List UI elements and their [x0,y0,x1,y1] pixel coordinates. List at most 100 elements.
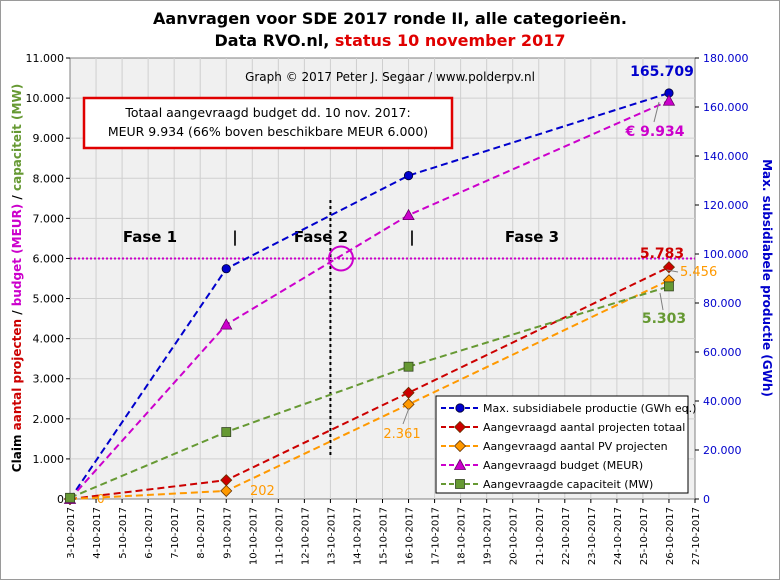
x-tick-label: 22-10-2017 [561,507,572,565]
legend-item: Max. subsidiabele productie (GWh eq.) [441,402,696,415]
x-tick-label: 9-10-2017 [222,507,233,559]
data-annotation: 0 [97,492,105,506]
left-tick-label: 9.000 [33,132,65,145]
legend-marker [453,439,467,453]
x-tick-label: 7-10-2017 [170,507,181,559]
annotation-leader [653,101,660,123]
series-point [221,427,232,437]
x-tick-label: 27-10-2017 [691,507,702,565]
right-tick-label: 60.000 [703,346,742,359]
legend-marker [453,458,467,470]
right-tick-label: 160.000 [703,101,749,114]
x-tick-label: 17-10-2017 [431,507,442,565]
right-tick-label: 40.000 [703,395,742,408]
data-annotation: 202 [250,484,275,499]
chart-title-line1: Aanvragen voor SDE 2017 ronde II, alle c… [153,9,627,28]
data-annotation: 165.709 [630,64,694,80]
series-point [664,281,674,292]
left-tick-label: 6.000 [33,252,65,265]
annotation-leader [666,269,679,273]
budget-intersection-circle [328,245,354,272]
series-line [69,285,670,499]
series-point [403,171,414,181]
right-tick-label: 20.000 [703,444,742,457]
x-tick-label: 6-10-2017 [144,507,155,559]
right-axis-label: Max. subsidiabele productie (GWh) [760,159,774,397]
left-tick-label: 8.000 [33,172,65,185]
x-tick-label: 26-10-2017 [665,507,676,565]
series-line [69,92,670,500]
left-tick-label: 1.000 [33,453,65,466]
legend-item: Aangevraagd aantal projecten totaal [441,420,685,434]
data-annotation: 2.361 [383,427,420,442]
phase-label: Fase 2 [294,228,348,246]
budget-info-box [82,96,454,150]
chart-title-source: Data RVO.nl, [214,31,335,50]
left-axis-label-part: / [10,191,24,204]
legend-marker [455,403,465,413]
left-axis-label-part: / [10,306,24,319]
series-line [69,99,670,500]
x-tick-label: 3-10-2017 [66,507,77,559]
annotation-leader [659,292,664,311]
series-point [402,386,415,399]
x-tick-label: 18-10-2017 [457,507,468,565]
legend-label: Aangevraagd aantal PV projecten [483,440,668,453]
phase-label: | [232,228,237,247]
series-point [402,208,415,221]
budget-info-line1: Totaal aangevraagd budget dd. 10 nov. 20… [124,105,410,120]
x-tick-label: 5-10-2017 [118,507,129,559]
chart-title-status: status 10 november 2017 [334,31,566,50]
x-tick-label: 4-10-2017 [92,507,103,559]
legend-label: Aangevraagd budget (MEUR) [483,459,643,472]
chart-credit: Graph © 2017 Peter J. Segaar / www.polde… [245,70,535,84]
legend-item: Aangevraagde capaciteit (MW) [441,478,653,491]
legend-marker [455,479,465,489]
data-annotation: 5.456 [680,265,717,280]
annotation-leader [402,407,410,425]
data-annotation: € 9.934 [625,124,685,140]
budget-info-line2: MEUR 9.934 (66% boven beschikbare MEUR 6… [108,124,428,139]
x-tick-label: 16-10-2017 [405,507,416,565]
x-tick-label: 21-10-2017 [535,507,546,565]
left-tick-label: 10.000 [26,92,65,105]
left-axis-label-part: capaciteit (MW) [10,84,24,191]
x-tick-label: 12-10-2017 [300,507,311,565]
x-tick-label: 14-10-2017 [352,507,363,565]
series-4 [65,281,674,503]
x-tick-label: 23-10-2017 [587,507,598,565]
left-axis-label-part: budget (MEUR) [10,204,24,306]
series-point [403,361,414,372]
right-tick-label: 100.000 [703,248,749,261]
x-tick-label: 20-10-2017 [509,507,520,565]
left-tick-label: 7.000 [33,212,65,225]
left-axis-label-part: aantal projecten [10,319,24,430]
x-tick-label: 15-10-2017 [379,507,390,565]
left-tick-label: 0 [57,493,64,506]
x-tick-label: 25-10-2017 [639,507,650,565]
series-line [69,279,670,500]
series-point [220,484,233,497]
right-tick-label: 140.000 [703,150,749,163]
series-point [65,492,75,503]
x-tick-label: 13-10-2017 [326,507,337,565]
left-tick-label: 4.000 [33,333,65,346]
left-tick-label: 5.000 [33,293,65,306]
phase-label: Fase 1 [123,228,177,246]
legend-label: Aangevraagd aantal projecten totaal [483,421,685,434]
x-tick-label: 19-10-2017 [483,507,494,565]
left-tick-label: 2.000 [33,413,65,426]
left-tick-label: 3.000 [33,373,65,386]
left-axis-label: Claim aantal projecten / budget (MEUR) /… [10,84,24,472]
right-tick-label: 80.000 [703,297,742,310]
phase-label: Fase 3 [505,228,559,246]
series-line [69,266,670,500]
x-tick-label: 10-10-2017 [248,507,259,565]
left-tick-label: 11.000 [26,52,65,65]
chart-title-line2: Data RVO.nl, status 10 november 2017 [0,31,780,50]
right-tick-label: 0 [703,493,710,506]
data-annotation: 5.303 [642,311,686,327]
legend-marker [453,420,467,434]
series-point [662,94,676,106]
